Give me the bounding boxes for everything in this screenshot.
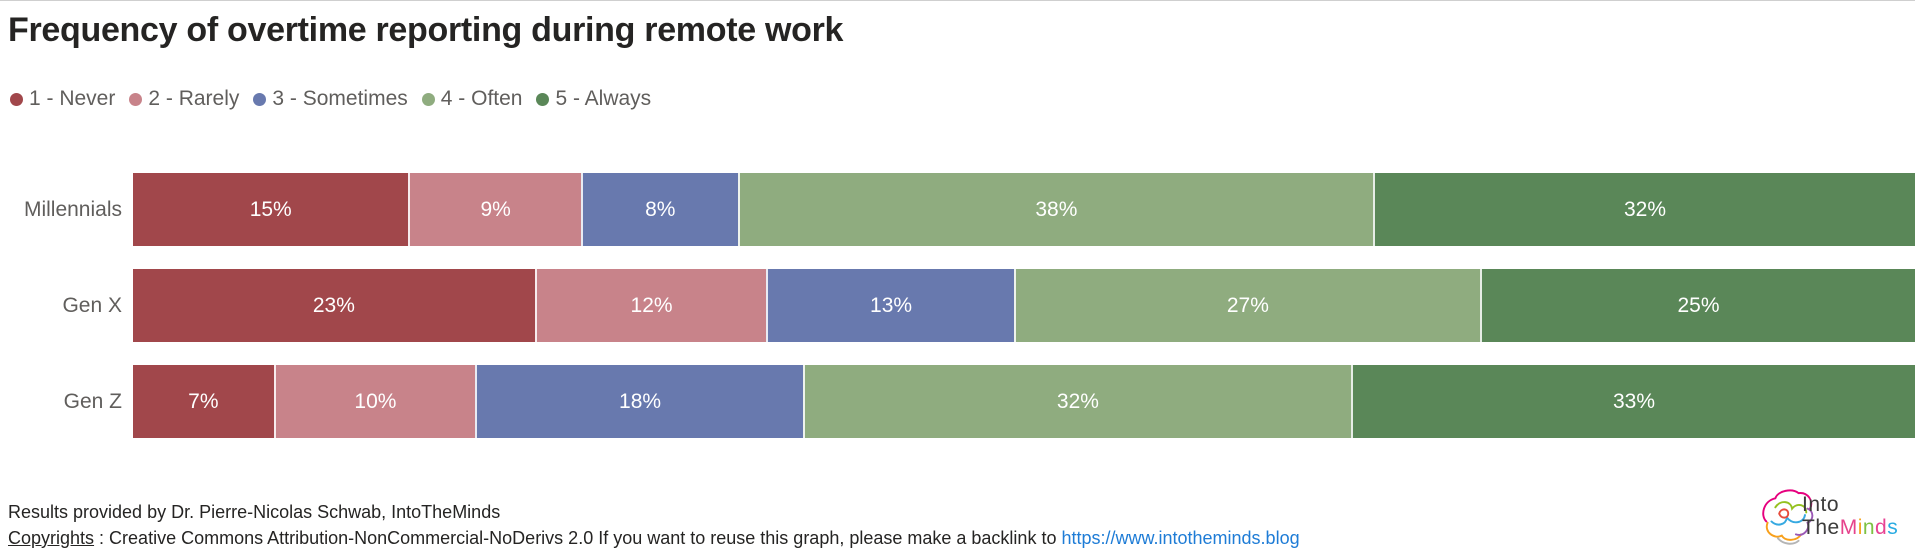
chart-title: Frequency of overtime reporting during r… bbox=[8, 11, 844, 49]
value-label: 32% bbox=[1056, 389, 1099, 413]
bar-segment[interactable]: 23% bbox=[133, 269, 535, 342]
footer-copyright-line: Copyrights : Creative Commons Attributio… bbox=[8, 525, 1300, 551]
footer-credit-line: Results provided by Dr. Pierre-Nicolas S… bbox=[8, 502, 501, 522]
legend-dot-icon bbox=[253, 92, 267, 106]
logo-letter: d bbox=[1875, 516, 1888, 539]
chart-row: Gen Z 7% 10% 18% 32% 33% bbox=[0, 365, 1915, 438]
logo-letter: i bbox=[1857, 516, 1863, 539]
bar-segment[interactable]: 18% bbox=[475, 365, 803, 438]
logo-word-theminds: TheMinds bbox=[1802, 516, 1898, 539]
brain-logo-icon bbox=[1762, 489, 1814, 545]
bar-segment[interactable]: 32% bbox=[802, 365, 1352, 438]
bar-segment[interactable]: 15% bbox=[133, 173, 409, 246]
value-label: 38% bbox=[1035, 197, 1078, 221]
bar-segment[interactable]: 25% bbox=[1480, 269, 1915, 342]
legend-label: 2 - Rarely bbox=[148, 87, 240, 110]
value-label: 15% bbox=[249, 197, 292, 221]
logo-letter: n bbox=[1862, 516, 1876, 539]
legend-dot-icon bbox=[536, 92, 550, 106]
stacked-bar: 15% 9% 8% 38% 32% bbox=[133, 173, 1915, 246]
bar-segment[interactable]: 9% bbox=[408, 173, 581, 246]
category-label: Gen X bbox=[62, 294, 122, 317]
legend-dot-icon bbox=[421, 92, 435, 106]
legend: 1 - Never 2 - Rarely 3 - Sometimes 4 - Ofte… bbox=[10, 87, 651, 111]
bar-segment[interactable]: 32% bbox=[1373, 173, 1915, 246]
value-label: 25% bbox=[1677, 293, 1720, 317]
stacked-bar: 23% 12% 13% 27% 25% bbox=[133, 269, 1915, 342]
footer: Results provided by Dr. Pierre-Nicolas S… bbox=[8, 499, 1300, 551]
bar-segment[interactable]: 12% bbox=[534, 269, 767, 342]
legend-label: 3 - Sometimes bbox=[272, 87, 408, 110]
value-label: 33% bbox=[1613, 389, 1656, 413]
legend-item-5[interactable]: 5 - Always bbox=[536, 87, 651, 111]
legend-item-3[interactable]: 3 - Sometimes bbox=[253, 87, 408, 111]
value-label: 23% bbox=[312, 293, 355, 317]
value-label: 10% bbox=[354, 389, 397, 413]
legend-label: 1 - Never bbox=[29, 87, 116, 110]
bar-segment[interactable]: 10% bbox=[273, 365, 476, 438]
bar-segment[interactable]: 7% bbox=[133, 365, 274, 438]
copyrights-label: Copyrights bbox=[8, 528, 95, 548]
logo-letter: M bbox=[1839, 516, 1858, 539]
category-label: Millennials bbox=[23, 198, 122, 221]
legend-dot-icon bbox=[10, 92, 23, 106]
logo-letter: s bbox=[1887, 516, 1899, 539]
logo-word-into: Into bbox=[1802, 493, 1840, 516]
backlink-url[interactable]: https://www.intotheminds.blog bbox=[1061, 528, 1300, 548]
value-label: 13% bbox=[870, 293, 913, 317]
legend-dot-icon bbox=[129, 92, 143, 106]
copyright-text: : Creative Commons Attribution-NonCommer… bbox=[94, 528, 1062, 548]
value-label: 27% bbox=[1226, 293, 1269, 317]
bar-segment[interactable]: 33% bbox=[1351, 365, 1915, 438]
value-label: 32% bbox=[1624, 197, 1667, 221]
legend-label: 5 - Always bbox=[555, 87, 652, 110]
legend-item-4[interactable]: 4 - Often bbox=[421, 87, 523, 111]
bar-segment[interactable]: 13% bbox=[766, 269, 1014, 342]
value-label: 9% bbox=[480, 197, 511, 221]
chart-row: Gen X 23% 12% 13% 27% 25% bbox=[0, 269, 1915, 342]
intotheminds-logo: Into TheMinds bbox=[1756, 485, 1911, 551]
legend-label: 4 - Often bbox=[440, 87, 523, 110]
logo-word-the: The bbox=[1802, 516, 1840, 539]
bar-segment[interactable]: 8% bbox=[580, 173, 738, 246]
value-label: 12% bbox=[630, 293, 673, 317]
logo-text: Into TheMinds bbox=[1802, 493, 1898, 539]
value-label: 8% bbox=[645, 197, 676, 221]
logo-word-minds: Minds bbox=[1840, 516, 1899, 539]
category-label: Gen Z bbox=[63, 390, 122, 413]
stacked-bar-chart: Millennials 15% 9% 8% 38% 32% Gen X 23% 12% 13% 27… bbox=[0, 173, 1915, 461]
bar-segment[interactable]: 27% bbox=[1013, 269, 1480, 342]
legend-item-2[interactable]: 2 - Rarely bbox=[129, 87, 239, 111]
legend-item-1[interactable]: 1 - Never bbox=[10, 87, 115, 111]
stacked-bar: 7% 10% 18% 32% 33% bbox=[133, 365, 1915, 438]
bar-segment[interactable]: 38% bbox=[737, 173, 1374, 246]
chart-row: Millennials 15% 9% 8% 38% 32% bbox=[0, 173, 1915, 246]
value-label: 7% bbox=[188, 389, 219, 413]
value-label: 18% bbox=[619, 389, 662, 413]
